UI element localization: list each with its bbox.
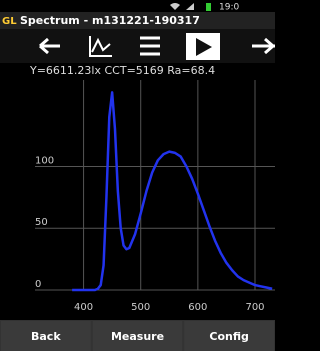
x-tick-label: 700 xyxy=(245,302,264,313)
x-tick-label: 400 xyxy=(74,302,93,313)
page: 19:0 GL Spectrum - m131221-190317 Y=6611… xyxy=(0,0,275,351)
button-label[interactable]: Measure xyxy=(111,330,164,343)
buttons: Back Measure Config xyxy=(1,321,274,351)
measurement-info: Y=6611.23lx CCT=5169 Ra=68.4 xyxy=(29,64,215,77)
y-tick-label: 0 xyxy=(35,279,41,290)
x-tick-label: 600 xyxy=(188,302,207,313)
spectrum-line xyxy=(72,92,272,290)
app-icon: GL xyxy=(2,16,17,27)
button-label[interactable]: Back xyxy=(31,330,61,343)
clock: 19:0 xyxy=(219,3,239,13)
y-tick-label: 50 xyxy=(35,217,48,228)
plot: 400 500 600 700 0 50 100 xyxy=(35,80,275,313)
screen: 19:0 GL Spectrum - m131221-190317 Y=6611… xyxy=(0,0,275,351)
window-title: Spectrum - m131221-190317 xyxy=(20,14,200,27)
button-label[interactable]: Config xyxy=(209,330,249,343)
y-tick-label: 100 xyxy=(35,155,54,166)
battery-icon xyxy=(206,3,211,11)
x-tick-label: 500 xyxy=(131,302,150,313)
